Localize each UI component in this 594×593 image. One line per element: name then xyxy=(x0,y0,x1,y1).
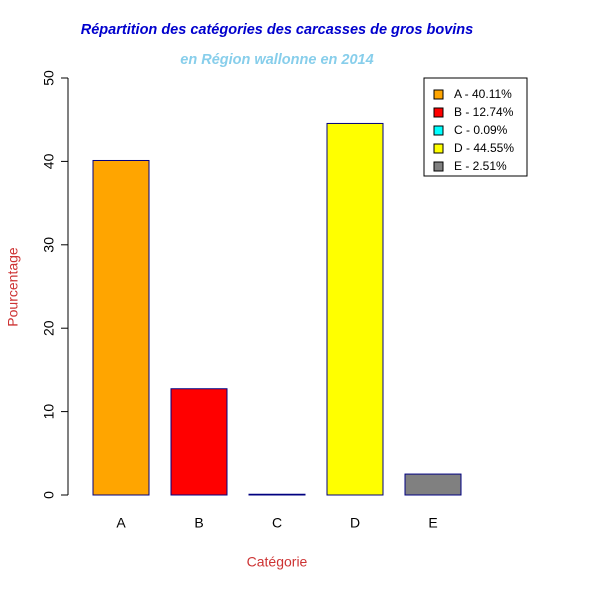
bar xyxy=(92,159,150,496)
legend-swatch xyxy=(433,125,444,136)
bar xyxy=(404,473,462,496)
x-tick-label: A xyxy=(116,515,126,531)
y-tick-label: 0 xyxy=(41,491,57,499)
bar xyxy=(170,388,228,496)
y-tick-label: 50 xyxy=(41,70,57,86)
x-tick-label: B xyxy=(194,515,203,531)
y-tick-label: 40 xyxy=(41,153,57,169)
y-tick-label: 10 xyxy=(41,404,57,420)
y-tick-label: 20 xyxy=(41,320,57,336)
legend-label: A - 40.11% xyxy=(454,87,512,101)
chart-title: Répartition des catégories des carcasses… xyxy=(81,22,473,38)
x-tick-label: D xyxy=(350,515,360,531)
legend-label: D - 44.55% xyxy=(454,141,514,155)
x-axis-label: Catégorie xyxy=(247,554,308,570)
legend-swatch xyxy=(433,143,444,154)
legend-label: C - 0.09% xyxy=(454,123,508,137)
legend-swatch xyxy=(433,107,444,118)
y-axis-label: Pourcentage xyxy=(5,247,21,327)
legend-label: E - 2.51% xyxy=(454,159,507,173)
bar xyxy=(248,493,306,496)
y-tick-label: 30 xyxy=(41,237,57,253)
legend-label: B - 12.74% xyxy=(454,105,514,119)
x-tick-label: E xyxy=(428,515,437,531)
legend-swatch xyxy=(433,89,444,100)
chart-subtitle: en Région wallonne en 2014 xyxy=(180,52,373,68)
bar xyxy=(326,122,384,496)
x-tick-label: C xyxy=(272,515,282,531)
legend-swatch xyxy=(433,161,444,172)
